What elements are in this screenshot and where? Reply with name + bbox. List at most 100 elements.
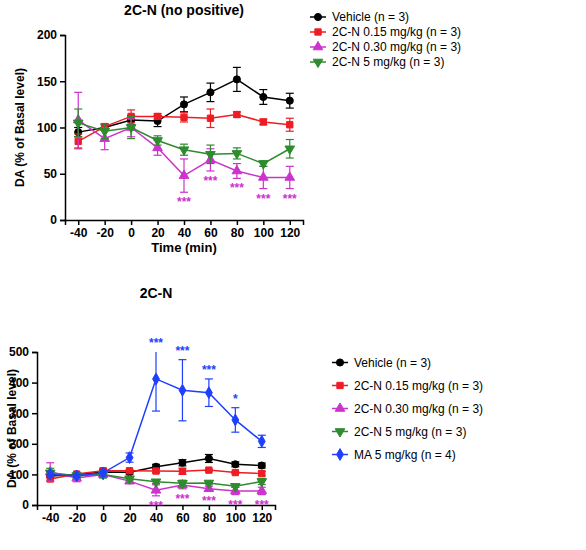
- tick-label: 200: [37, 28, 57, 42]
- significance-label: ***: [255, 498, 269, 512]
- tick-mark: [237, 220, 239, 225]
- annotations: *************************: [149, 336, 269, 513]
- error-cap: [180, 192, 188, 193]
- significance-label: ***: [283, 192, 297, 206]
- marker: [153, 138, 163, 146]
- error-cap: [286, 131, 294, 132]
- error-cap: [74, 92, 82, 93]
- tick-label: 80: [203, 511, 217, 525]
- tick-mark: [104, 220, 106, 225]
- error-cap: [205, 406, 213, 407]
- marker: [205, 387, 212, 399]
- error-bar: [206, 145, 214, 164]
- legend-marker: [335, 429, 345, 437]
- marker: [232, 414, 239, 426]
- tick-mark: [60, 174, 65, 176]
- error-cap: [231, 407, 239, 408]
- series: [73, 109, 294, 169]
- legend-label: 2C-N 0.15 mg/kg (n = 3): [332, 25, 461, 39]
- legend-label: Vehicle (n = 3): [332, 10, 409, 24]
- tick-label: 0: [50, 213, 57, 227]
- tick: 200: [37, 28, 65, 42]
- tick: 0: [22, 498, 37, 512]
- tick-label: 60: [176, 511, 190, 525]
- legend-marker: [337, 449, 344, 461]
- tick-mark: [210, 220, 212, 225]
- tick: 60: [204, 220, 218, 240]
- tick: -20: [96, 220, 114, 240]
- marker: [126, 468, 132, 474]
- legend-marker: [314, 13, 321, 20]
- error-cap: [101, 149, 109, 150]
- error-cap: [286, 93, 294, 94]
- error-bar: [154, 114, 162, 120]
- marker: [204, 480, 214, 488]
- significance-label: ***: [202, 363, 216, 377]
- error-cap: [259, 104, 267, 105]
- error-cap: [231, 432, 239, 433]
- tick-mark: [263, 220, 265, 225]
- legend-marker: [335, 403, 345, 411]
- legend-label: 2C-N 5 mg/kg (n = 3): [354, 425, 466, 439]
- legend-marker: [313, 41, 323, 49]
- tick-mark: [32, 444, 37, 446]
- error-cap: [178, 359, 186, 360]
- tick-mark: [184, 220, 186, 225]
- error-cap: [206, 108, 214, 109]
- chart: -40-200204060801001200501001502002C-N (n…: [13, 2, 461, 255]
- error-cap: [74, 136, 82, 137]
- significance-label: ***: [256, 192, 270, 206]
- significance-label: ***: [202, 494, 216, 508]
- significance-label: ***: [177, 195, 191, 209]
- marker: [232, 461, 239, 468]
- legend-marker: [313, 59, 323, 67]
- error-cap: [101, 138, 109, 139]
- marker: [286, 97, 293, 104]
- marker: [232, 469, 238, 475]
- error-cap: [205, 378, 213, 379]
- marker: [179, 147, 189, 155]
- error-cap: [286, 118, 294, 119]
- error-cap: [206, 101, 214, 102]
- error-cap: [206, 144, 214, 145]
- error-bar: [178, 360, 186, 421]
- error-cap: [233, 67, 241, 68]
- tick: 0: [50, 213, 65, 227]
- marker: [179, 459, 186, 466]
- marker: [285, 146, 295, 154]
- marker: [73, 120, 83, 128]
- error-bar: [233, 148, 241, 159]
- error-cap: [74, 108, 82, 109]
- axis-line: [66, 221, 304, 226]
- marker: [259, 172, 269, 180]
- tick-mark: [131, 220, 133, 225]
- tick-mark: [157, 220, 159, 225]
- significance-label: ***: [149, 499, 163, 513]
- error-cap: [259, 89, 267, 90]
- tick-label: 80: [231, 226, 245, 240]
- marker: [125, 476, 135, 484]
- error-cap: [154, 155, 162, 156]
- error-cap: [286, 139, 294, 140]
- series: [74, 67, 294, 136]
- error-bar: [259, 90, 267, 105]
- tick-mark: [60, 35, 65, 37]
- tick: -40: [70, 220, 88, 240]
- marker: [232, 165, 242, 173]
- error-cap: [286, 107, 294, 108]
- error-cap: [180, 158, 188, 159]
- tick: 150: [37, 75, 65, 89]
- tick: -40: [42, 505, 60, 525]
- tick: 60: [176, 505, 190, 525]
- tick-mark: [60, 127, 65, 129]
- error-cap: [206, 163, 214, 164]
- tick-label: 40: [178, 226, 192, 240]
- error-bar: [206, 83, 214, 102]
- tick-mark: [103, 505, 105, 510]
- significance-label: *: [233, 392, 238, 406]
- legend: Vehicle (n = 3)2C-N 0.15 mg/kg (n = 3)2C…: [332, 356, 483, 462]
- marker: [285, 172, 295, 180]
- x-axis: -40-20020406080100120: [66, 220, 304, 240]
- error-cap: [180, 144, 188, 145]
- legend-entry: Vehicle (n = 3): [310, 10, 409, 24]
